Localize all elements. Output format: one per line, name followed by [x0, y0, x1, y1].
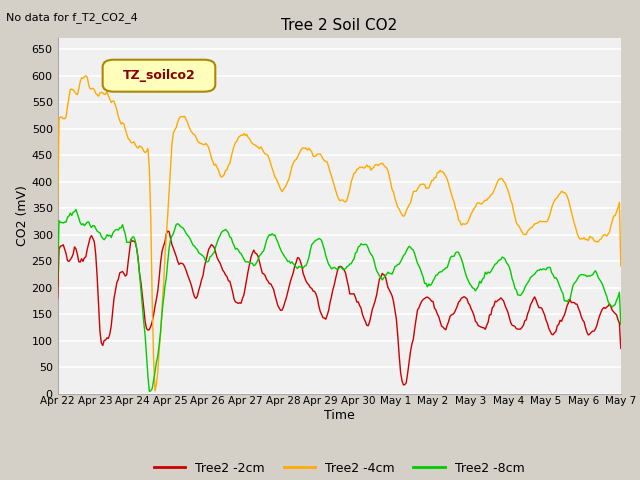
X-axis label: Time: Time — [324, 409, 355, 422]
Legend: Tree2 -2cm, Tree2 -4cm, Tree2 -8cm: Tree2 -2cm, Tree2 -4cm, Tree2 -8cm — [149, 456, 529, 480]
FancyBboxPatch shape — [102, 60, 215, 92]
Y-axis label: CO2 (mV): CO2 (mV) — [16, 186, 29, 246]
Text: TZ_soilco2: TZ_soilco2 — [123, 69, 195, 82]
Text: No data for f_T2_CO2_4: No data for f_T2_CO2_4 — [6, 12, 138, 23]
Title: Tree 2 Soil CO2: Tree 2 Soil CO2 — [281, 18, 397, 33]
